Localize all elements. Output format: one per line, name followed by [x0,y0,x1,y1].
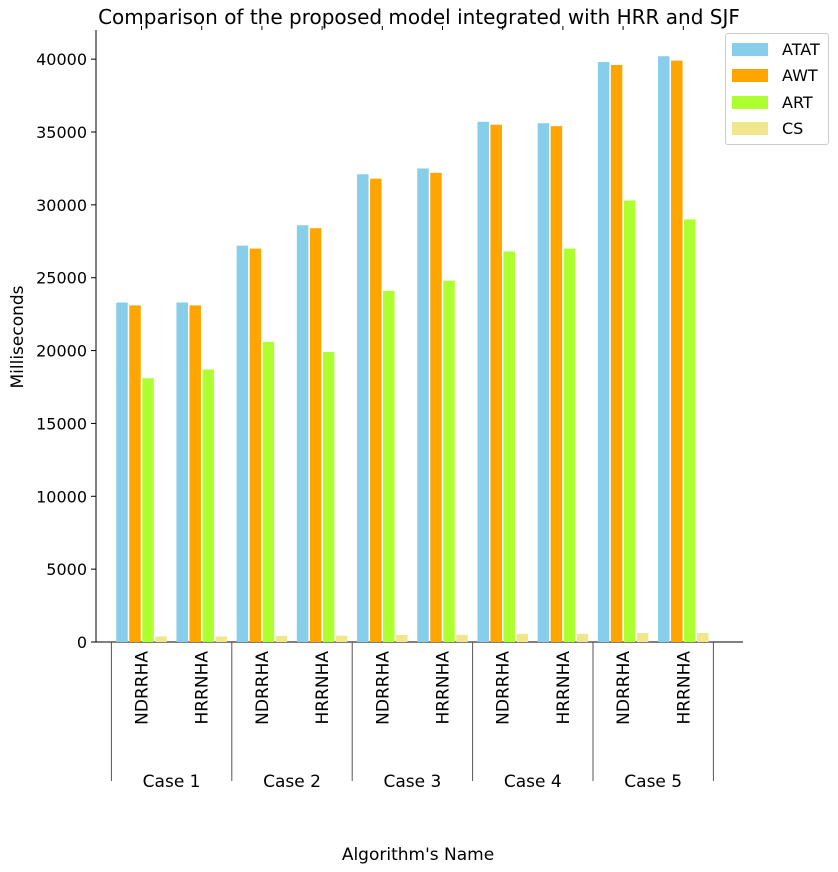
group-label: Case 4 [504,772,562,792]
bar-art [322,352,335,642]
y-tick-label: 35000 [36,123,87,142]
bar-awt [249,248,262,643]
bar-atat [658,56,670,642]
bar-art [262,341,275,642]
bar-cs [155,636,167,642]
legend-item-atat: ATAT [732,39,820,59]
bar-atat [236,245,249,642]
legend-item-awt: AWT [732,66,818,86]
legend-item-cs: CS [732,119,803,139]
x-tick-label: NDRRHA [494,651,514,725]
bar-cs [576,633,589,642]
x-tick-label: HRRNHA [554,651,574,725]
bar-atat [116,302,128,642]
bar-atat [417,168,429,642]
y-tick-label: 15000 [36,414,87,433]
legend-item-art: ART [732,92,813,112]
bar-cs [275,635,288,642]
bar-art [623,200,636,642]
y-axis-label: Milliseconds [8,285,28,388]
bar-awt [370,178,382,642]
bar-art [503,251,515,642]
group-label: Case 2 [263,772,321,792]
bar-cs [636,632,649,642]
group-label: Case 3 [383,772,441,792]
bar-cs [456,634,468,642]
bar-atat [597,62,610,643]
legend: ATAT AWT ART CS [725,33,829,145]
bar-art [142,378,154,642]
group-label: Case 1 [143,772,201,792]
bar-awt [430,172,442,643]
y-tick-label: 5000 [46,560,87,579]
bar-cs [215,636,227,642]
y-tick-label: 40000 [36,50,87,69]
bar-awt [550,126,563,642]
x-tick-label: HRRNHA [193,651,213,725]
bar-atat [176,302,188,642]
bar-atat [296,225,309,642]
bar-atat [537,123,550,642]
bar-cs [697,632,709,642]
x-tick-label: HRRNHA [434,651,454,725]
legend-label: AWT [782,66,818,85]
x-axis-label: Algorithm's Name [342,845,494,865]
bar-art [684,219,696,642]
x-tick-label: NDRRHA [373,651,393,725]
bar-awt [189,305,201,642]
bar-awt [671,60,683,643]
x-tick-label: NDRRHA [614,651,634,725]
legend-label: ART [782,92,813,112]
x-tick-label: NDRRHA [133,651,153,725]
legend-swatch [732,95,768,109]
bar-atat [477,121,489,643]
bar-awt [490,124,502,642]
bar-awt [309,228,322,642]
bar-atat [357,174,369,642]
bar-art [563,248,576,643]
legend-swatch [732,69,768,82]
x-tick-label: HRRNHA [674,651,694,725]
y-tick-label: 10000 [36,487,87,506]
plot-layer: 0 5000 10000 15000 20000 25000 30000 35000 40000… [36,26,743,792]
y-tick-label: 25000 [36,269,87,288]
legend-swatch [732,42,768,56]
y-tick-label: 30000 [36,196,87,215]
group-label: Case 5 [624,772,682,792]
legend-label: ATAT [782,39,820,59]
bar-cs [396,635,408,642]
x-tick-label: NDRRHA [253,651,273,725]
bar-art [383,290,395,642]
legend-label: CS [782,119,804,138]
bar-cs [335,635,348,642]
legend-swatch [732,122,768,135]
bar-awt [610,64,623,642]
bar-cs [516,633,528,642]
bar-awt [129,305,141,642]
chart-title: Comparison of the proposed model integra… [98,5,740,29]
bar-art [202,369,214,642]
bar-art [443,280,455,642]
y-tick-label: 0 [77,633,87,652]
x-tick-label: HRRNHA [313,651,333,725]
y-tick-label: 20000 [36,342,87,361]
